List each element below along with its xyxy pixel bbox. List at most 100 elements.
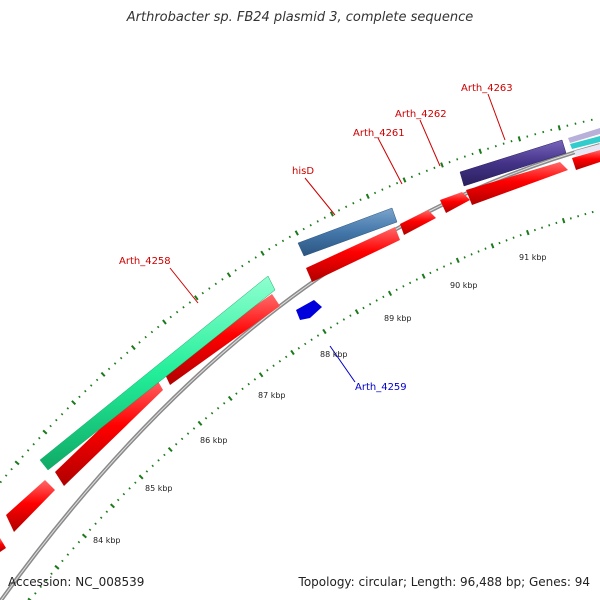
tick-mark bbox=[302, 227, 305, 231]
tick-mark bbox=[222, 402, 226, 405]
tick-mark bbox=[84, 389, 87, 393]
gene-label-arth-4258[interactable]: Arth_4258 bbox=[119, 256, 171, 267]
gene-label-hisd[interactable]: hisD bbox=[292, 166, 314, 177]
gene-arth-4263-bar[interactable] bbox=[459, 139, 567, 187]
tick-mark bbox=[226, 272, 232, 278]
backbone bbox=[0, 143, 600, 600]
gene-hisd-bar[interactable] bbox=[297, 207, 398, 257]
tick-mark bbox=[107, 367, 111, 371]
tick-mark bbox=[345, 205, 348, 208]
tick-mark bbox=[336, 322, 339, 325]
tick-mark bbox=[174, 442, 178, 446]
tick-mark bbox=[541, 226, 544, 229]
tick-mark bbox=[577, 215, 580, 218]
tick-mark bbox=[89, 384, 93, 387]
tick-mark bbox=[268, 247, 271, 251]
cds-arrow[interactable] bbox=[6, 480, 55, 532]
tick-mark bbox=[186, 432, 190, 435]
tick-mark bbox=[375, 299, 378, 302]
tick-mark bbox=[110, 503, 115, 509]
tick-mark bbox=[425, 169, 428, 173]
cds-arrow[interactable] bbox=[55, 376, 163, 486]
cds-arrow[interactable] bbox=[0, 538, 6, 552]
tick-mark bbox=[402, 177, 407, 183]
tick-mark bbox=[10, 467, 13, 471]
tick-mark bbox=[337, 209, 341, 212]
tick-mark bbox=[478, 148, 483, 154]
tick-mark bbox=[241, 264, 244, 268]
tick-mark bbox=[542, 130, 545, 134]
tick-mark bbox=[254, 256, 257, 259]
tick-mark bbox=[362, 306, 365, 310]
tick-mark bbox=[227, 395, 233, 402]
tick-mark bbox=[27, 597, 32, 600]
cds-arrow[interactable] bbox=[572, 150, 600, 170]
tick-mark bbox=[494, 144, 497, 148]
tick-mark bbox=[449, 262, 452, 265]
gene-label-arth-4259[interactable]: Arth_4259 bbox=[355, 382, 407, 393]
tick-mark bbox=[526, 229, 530, 236]
tick-mark bbox=[342, 318, 346, 321]
tick-mark bbox=[71, 400, 77, 406]
cds-arrow[interactable] bbox=[466, 162, 568, 205]
tick-mark bbox=[144, 335, 147, 339]
tick-mark bbox=[584, 212, 587, 216]
tick-mark bbox=[278, 360, 282, 363]
tick-mark bbox=[145, 470, 149, 473]
tick-mark bbox=[395, 181, 399, 185]
gene-arth-4258-bar[interactable] bbox=[39, 275, 276, 471]
tick-mark bbox=[484, 247, 487, 250]
tick-mark bbox=[502, 142, 505, 145]
cds-arrow[interactable] bbox=[400, 210, 436, 235]
tick-mark bbox=[272, 364, 275, 367]
tick-mark bbox=[402, 285, 405, 288]
tick-mark bbox=[4, 474, 8, 477]
tick-mark bbox=[99, 516, 103, 519]
tick-mark bbox=[119, 356, 123, 360]
tick-mark bbox=[421, 273, 426, 279]
tick-mark bbox=[163, 453, 166, 457]
tick-mark bbox=[266, 368, 269, 372]
tick-mark bbox=[34, 592, 37, 595]
gene-arth-4259-arrow[interactable] bbox=[296, 300, 322, 320]
label-connectors bbox=[169, 93, 506, 383]
tick-mark bbox=[130, 344, 136, 351]
tick-mark bbox=[138, 341, 141, 344]
tick-mark bbox=[365, 193, 370, 200]
tick-mark bbox=[221, 278, 224, 281]
tick-mark bbox=[456, 158, 459, 161]
tick-mark bbox=[557, 125, 561, 131]
cds-arrow[interactable] bbox=[440, 192, 470, 213]
tick-label: 85 kbp bbox=[145, 484, 173, 493]
tick-mark bbox=[519, 233, 522, 237]
tick-mark bbox=[234, 269, 237, 272]
tick-mark bbox=[55, 418, 58, 422]
tick-mark bbox=[440, 162, 444, 168]
tick-mark bbox=[138, 474, 144, 480]
gene-label-arth-4263[interactable]: Arth_4263 bbox=[461, 83, 513, 94]
cds-arrow[interactable] bbox=[163, 294, 280, 385]
tick-mark bbox=[201, 291, 204, 295]
accession-text: Accession: NC_008539 bbox=[8, 575, 145, 589]
tick-mark bbox=[204, 417, 208, 420]
tick-mark bbox=[294, 230, 299, 236]
tick-mark bbox=[49, 424, 52, 428]
tick-mark bbox=[38, 436, 41, 440]
tick-mark bbox=[14, 460, 20, 466]
tick-mark bbox=[352, 202, 355, 205]
gene-label-arth-4262[interactable]: Arth_4262 bbox=[395, 109, 447, 120]
gene-label-arth-4261[interactable]: Arth_4261 bbox=[353, 128, 405, 139]
tick-mark bbox=[442, 265, 446, 268]
tick-mark bbox=[175, 310, 179, 314]
cds-arrow[interactable] bbox=[306, 227, 400, 282]
tick-mark bbox=[329, 211, 334, 217]
tick-mark bbox=[415, 278, 418, 281]
tick-mark bbox=[368, 302, 372, 306]
tick-mark bbox=[66, 553, 70, 556]
tick-mark bbox=[349, 314, 352, 317]
tick-mark bbox=[162, 319, 167, 325]
tick-mark bbox=[194, 295, 199, 301]
tick-mark bbox=[490, 243, 495, 249]
tick-mark bbox=[498, 241, 501, 245]
